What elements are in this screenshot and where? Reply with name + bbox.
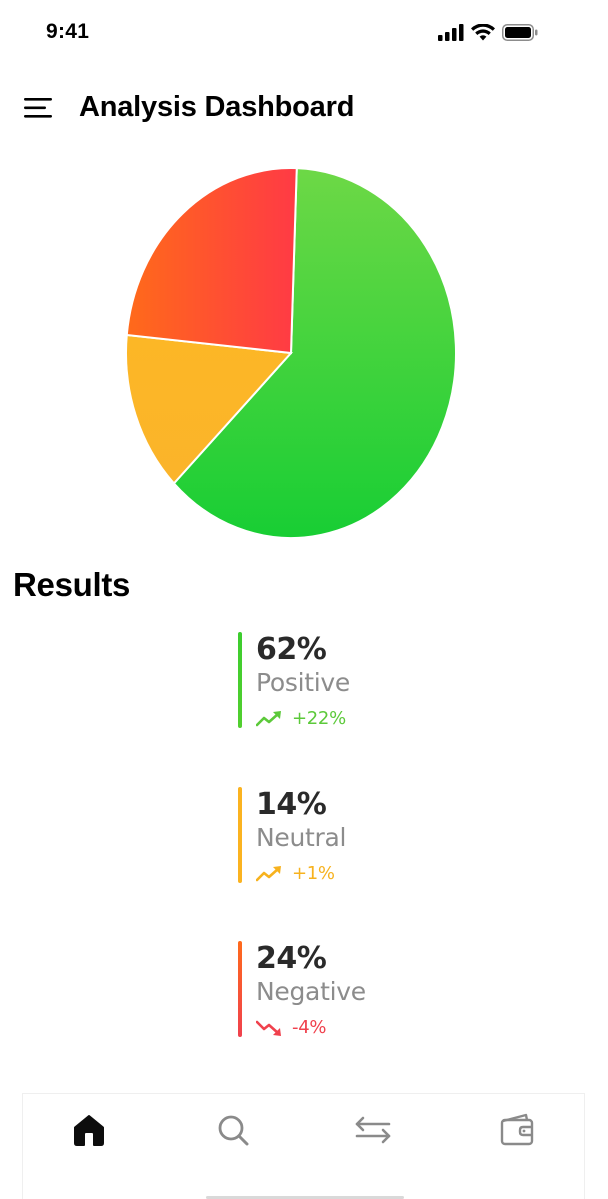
result-trend: -4% [256, 1017, 326, 1038]
home-indicator [206, 1196, 404, 1199]
result-trend: +1% [256, 863, 335, 884]
result-change: +22% [292, 708, 346, 729]
nav-wallet[interactable] [498, 1112, 538, 1152]
search-icon [218, 1115, 249, 1146]
result-label: Negative [256, 977, 366, 1006]
cellular-signal-icon [438, 24, 464, 41]
wifi-icon [471, 24, 495, 41]
header: Analysis Dashboard [0, 86, 608, 130]
nav-transfer[interactable] [354, 1112, 394, 1152]
result-change: +1% [292, 863, 335, 884]
results-title: Results [13, 566, 131, 603]
result-percent: 24% [256, 941, 327, 976]
pie-slice-positive [172, 167, 457, 539]
result-percent: 62% [256, 632, 327, 667]
trend-down-icon [256, 1020, 281, 1036]
result-label: Positive [256, 668, 350, 697]
result-percent: 14% [256, 787, 327, 822]
result-color-bar [238, 787, 242, 883]
pie-slice-negative [125, 167, 298, 355]
battery-icon [502, 24, 538, 41]
result-color-bar [238, 941, 242, 1037]
pie-chart-svg [125, 167, 457, 539]
result-change: -4% [292, 1017, 327, 1038]
result-item-positive: 62% Positive +22% [238, 632, 438, 732]
pie-slice-neutral [125, 333, 294, 485]
status-bar: 9:41 [0, 0, 608, 70]
result-item-neutral: 14% Neutral +1% [238, 787, 438, 887]
hamburger-menu-icon[interactable] [24, 96, 54, 120]
bottom-nav [22, 1093, 585, 1199]
result-trend: +22% [256, 708, 346, 729]
home-icon [74, 1115, 104, 1146]
wallet-icon [500, 1113, 534, 1146]
sentiment-pie-chart [120, 162, 462, 544]
nav-home[interactable] [71, 1112, 111, 1152]
result-item-negative: 24% Negative -4% [238, 941, 438, 1041]
result-label: Neutral [256, 823, 347, 852]
trend-up-icon [256, 710, 281, 726]
page-title: Analysis Dashboard [79, 91, 355, 123]
status-icons [438, 24, 538, 41]
transfer-arrows-icon [355, 1116, 391, 1144]
status-time: 9:41 [46, 20, 90, 43]
trend-up-icon [256, 865, 281, 881]
result-color-bar [238, 632, 242, 728]
nav-search[interactable] [215, 1112, 255, 1152]
